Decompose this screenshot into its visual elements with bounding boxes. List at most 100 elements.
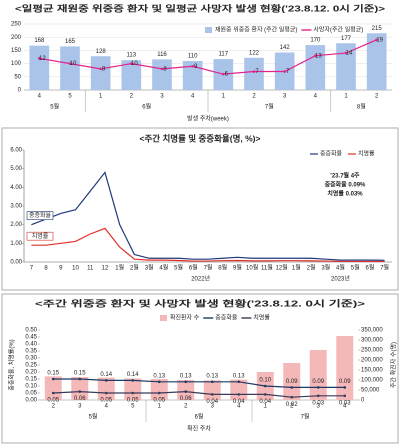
x-tick-label: 7월 [204, 264, 213, 272]
bar [182, 60, 203, 90]
line-point [38, 57, 41, 60]
y-tick-label: 0.00 [10, 260, 22, 266]
line-point [290, 395, 294, 399]
bar [150, 379, 168, 400]
line-value-label: 0.03 [312, 400, 324, 406]
line-point [375, 38, 378, 42]
bar [60, 46, 80, 90]
line-value-label: 0.04 [233, 399, 245, 405]
line-value-label: 7 [286, 69, 290, 75]
x-tick-label: 2 [290, 404, 294, 410]
x-tick-label: 4 [38, 94, 42, 100]
y-tick-label: 3.00 [10, 204, 22, 210]
line-value-label: 0.06 [180, 396, 192, 402]
bar [366, 33, 387, 90]
data-line [31, 171, 385, 261]
line-point [237, 393, 241, 396]
y-tick-label: 250 [11, 22, 22, 28]
x-tick-label: 7 [30, 266, 34, 272]
line-point [314, 54, 317, 57]
data-line [39, 39, 377, 75]
x-tick-label: 11월 [261, 264, 273, 272]
y-tick-label: 50,000 [361, 388, 380, 394]
y-tick-label: 350,000 [361, 328, 383, 334]
line-value-label: 0.10 [259, 378, 271, 384]
y-tick-label: 0 [361, 398, 365, 404]
y-tick-label: 100,000 [361, 378, 383, 384]
line-value-label: 0.05 [153, 398, 165, 404]
series-tag-box [26, 211, 54, 220]
bar [203, 380, 221, 400]
line-point [343, 394, 347, 398]
line-point [222, 72, 225, 76]
annotation: 중증화율 0.09% [325, 181, 366, 189]
line-point [160, 67, 164, 71]
y-tick-label: 0.05 [25, 391, 37, 397]
y-tick-label: 0.00 [25, 398, 37, 404]
y-tick-label: 200,000 [361, 358, 383, 364]
x-tick-label: 8월 [218, 264, 227, 272]
x-tick-label: 12 [102, 266, 109, 272]
chart-title: <일평균 재원중 위중증 환자 및 일평균 사망자 발생 현황('23.8.12… [15, 3, 385, 13]
line-point [130, 62, 133, 65]
line-point [51, 377, 55, 381]
line-point [184, 380, 188, 384]
y-tick-label: 6.00 [10, 148, 22, 154]
x-tick-label: 2월 [307, 264, 316, 272]
x-tick-label: 1 [264, 404, 268, 410]
legend-label: 사망자(주간 일평균) [313, 26, 363, 34]
line-point [237, 380, 241, 384]
y-tick-label: 300,000 [361, 338, 383, 344]
x-tick-label: 2 [252, 94, 256, 100]
line-value-label: 0.15 [74, 371, 86, 377]
x-tick-label: 3 [317, 404, 321, 410]
line-value-label: 0.13 [206, 373, 218, 379]
x-tick-label: 6월 [365, 264, 374, 272]
y-tick-label: 0.30 [25, 356, 37, 362]
line-value-label: 0.05 [47, 398, 59, 404]
line-value-label: 12 [39, 56, 46, 62]
bar [44, 376, 62, 400]
group-label: 5월 [89, 413, 98, 421]
y-tick-label: 2.00 [10, 222, 22, 228]
line-point [51, 391, 55, 395]
year-label: 2023년 [331, 275, 350, 283]
bar-value-label: 170 [310, 38, 321, 44]
legend-label: 재원중 위중증 환자 (주간 일평균) [215, 26, 297, 34]
annotation: '23.7월 4주 [330, 172, 360, 180]
group-label: 6월 [195, 413, 204, 421]
bar [29, 45, 50, 90]
legend-label: 중증화율 [320, 151, 343, 158]
x-tick-label: 2월 [130, 264, 139, 272]
x-tick-label: 7월 [380, 264, 389, 272]
bar [152, 59, 172, 90]
line-point [78, 390, 82, 393]
line-point [263, 393, 267, 396]
data-line [53, 378, 345, 388]
bar-value-label: 165 [65, 39, 76, 45]
x-tick-label: 12월 [275, 264, 287, 272]
y-tick-label: 150 [11, 48, 22, 54]
y-tick-label: 250,000 [361, 348, 383, 354]
y-tick-label: 100 [11, 61, 22, 67]
y2-axis-title: 주간 확진자 수(명) [390, 342, 398, 388]
line-point [316, 394, 320, 398]
x-tick-label: 4월 [159, 264, 168, 272]
bar-value-label: 142 [280, 45, 291, 51]
line-value-label: 0.09 [286, 379, 298, 385]
legend-swatch [160, 315, 167, 321]
y-tick-label: 0.50 [25, 328, 37, 334]
line-point [78, 377, 82, 381]
line-point [157, 380, 161, 384]
line-value-label: 0.14 [127, 372, 139, 378]
bar-value-label: 113 [127, 53, 137, 59]
legend-swatch [205, 27, 212, 33]
line-value-label: 0.13 [180, 373, 192, 379]
bar [121, 60, 142, 90]
legend-label: 확진환자 수 [170, 314, 200, 322]
line-value-label: 0.13 [233, 373, 245, 379]
bar [97, 377, 115, 400]
line-value-label: 19 [376, 37, 383, 43]
y-tick-label: 150,000 [361, 368, 383, 374]
x-tick-label: 1 [344, 94, 348, 100]
